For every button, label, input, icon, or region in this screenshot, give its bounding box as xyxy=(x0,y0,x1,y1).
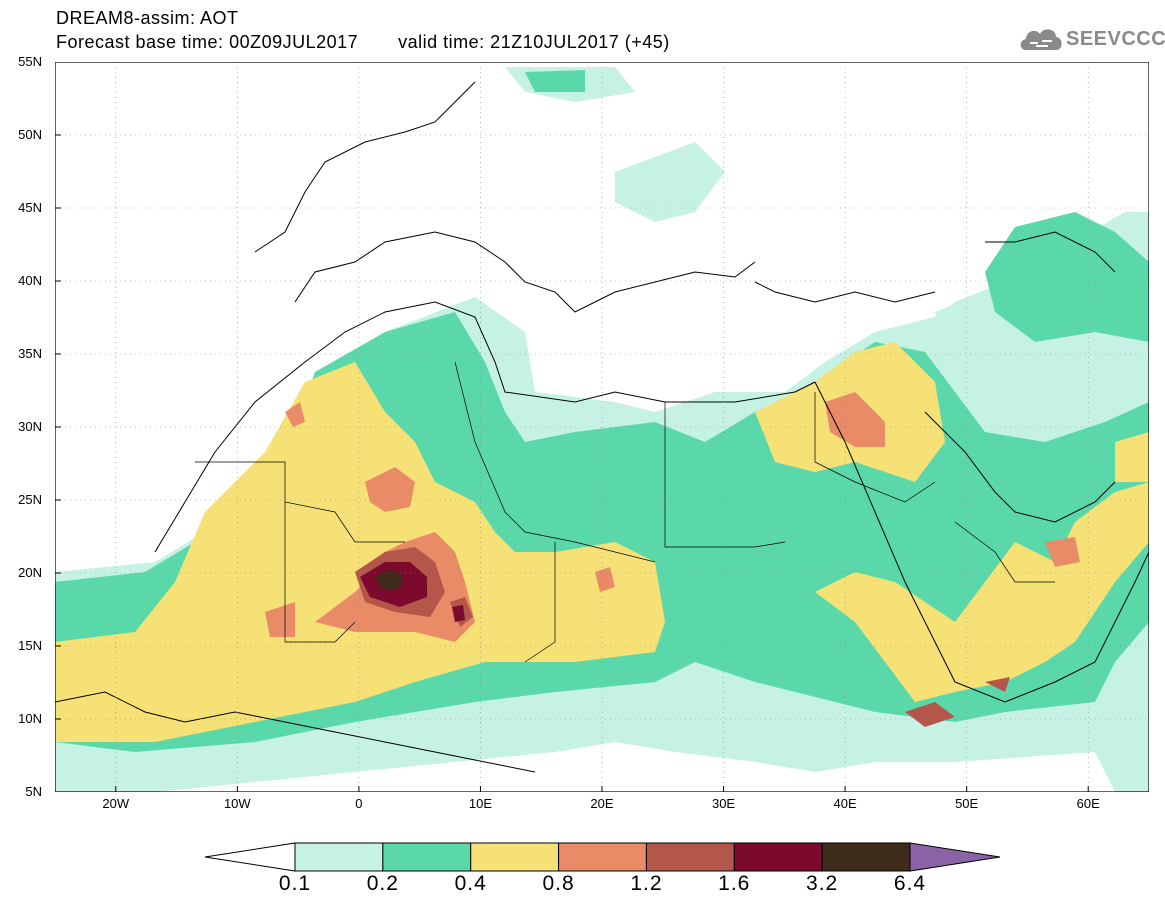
lon-label: 50E xyxy=(955,796,979,811)
colorbar-under-triangle xyxy=(205,842,296,872)
colorbar-segment xyxy=(733,842,823,872)
lon-label: 20W xyxy=(102,796,130,811)
lat-label: 55N xyxy=(18,54,42,69)
cloud-icon xyxy=(1020,29,1062,50)
logo-text: SEEVCCC xyxy=(1066,28,1165,50)
lat-label: 15N xyxy=(18,638,42,653)
lat-label: 25N xyxy=(18,492,42,507)
lon-label: 60E xyxy=(1076,796,1100,811)
colorbar-level-label: 0.8 xyxy=(542,872,575,895)
coastlines xyxy=(55,81,1149,773)
country-borders xyxy=(195,361,1055,663)
lon-label: 30E xyxy=(711,796,736,811)
colorbar-segment xyxy=(470,842,560,872)
lon-label: 0 xyxy=(355,796,363,811)
valid-time-label: valid time: 21Z10JUL2017 (+45) xyxy=(398,32,670,52)
colorbar-segment xyxy=(294,842,384,872)
lat-label: 30N xyxy=(18,419,42,434)
colorbar-level-label: 0.2 xyxy=(366,872,399,895)
lon-label: 20E xyxy=(590,796,614,811)
colorbar-segment xyxy=(821,842,911,872)
colorbar-segment xyxy=(645,842,735,872)
colorbar-over-triangle xyxy=(909,842,1000,872)
colorbar-level-label: 1.2 xyxy=(630,872,663,895)
axis-ticks xyxy=(55,62,1089,792)
lat-label: 20N xyxy=(18,565,42,580)
lat-label: 45N xyxy=(18,200,42,215)
map-subtitle: Forecast base time: 00Z09JUL2017 valid ti… xyxy=(56,32,670,52)
aot-contour-0.4 xyxy=(55,342,1149,742)
base-time-label: Forecast base time: 00Z09JUL2017 xyxy=(56,32,359,52)
lon-label: 10E xyxy=(468,796,492,811)
lat-label: 5N xyxy=(25,784,42,799)
map-title: DREAM8-assim: AOT xyxy=(56,8,239,28)
lat-label: 40N xyxy=(18,273,42,288)
colorbar-level-label: 0.4 xyxy=(454,872,487,895)
colorbar-segment xyxy=(382,842,472,872)
lat-label: 10N xyxy=(18,711,42,726)
colorbar xyxy=(205,842,1000,872)
colorbar-level-label: 1.6 xyxy=(718,872,751,895)
lat-label: 35N xyxy=(18,346,42,361)
lon-label: 40E xyxy=(833,796,857,811)
seevccc-logo: SEEVCCC xyxy=(1018,22,1165,56)
graticule xyxy=(55,62,1149,792)
colorbar-level-label: 6.4 xyxy=(893,872,927,895)
colorbar-level-label: 3.2 xyxy=(806,872,839,895)
aot-contour-0.8 xyxy=(265,392,1080,642)
colorbar-segment xyxy=(558,842,647,872)
colorbar-level-label: 0.1 xyxy=(278,872,312,895)
aot-contour-3.2 xyxy=(375,570,403,590)
lat-label: 50N xyxy=(18,127,42,142)
lon-label: 10W xyxy=(223,796,251,811)
aot-map xyxy=(55,62,1149,792)
